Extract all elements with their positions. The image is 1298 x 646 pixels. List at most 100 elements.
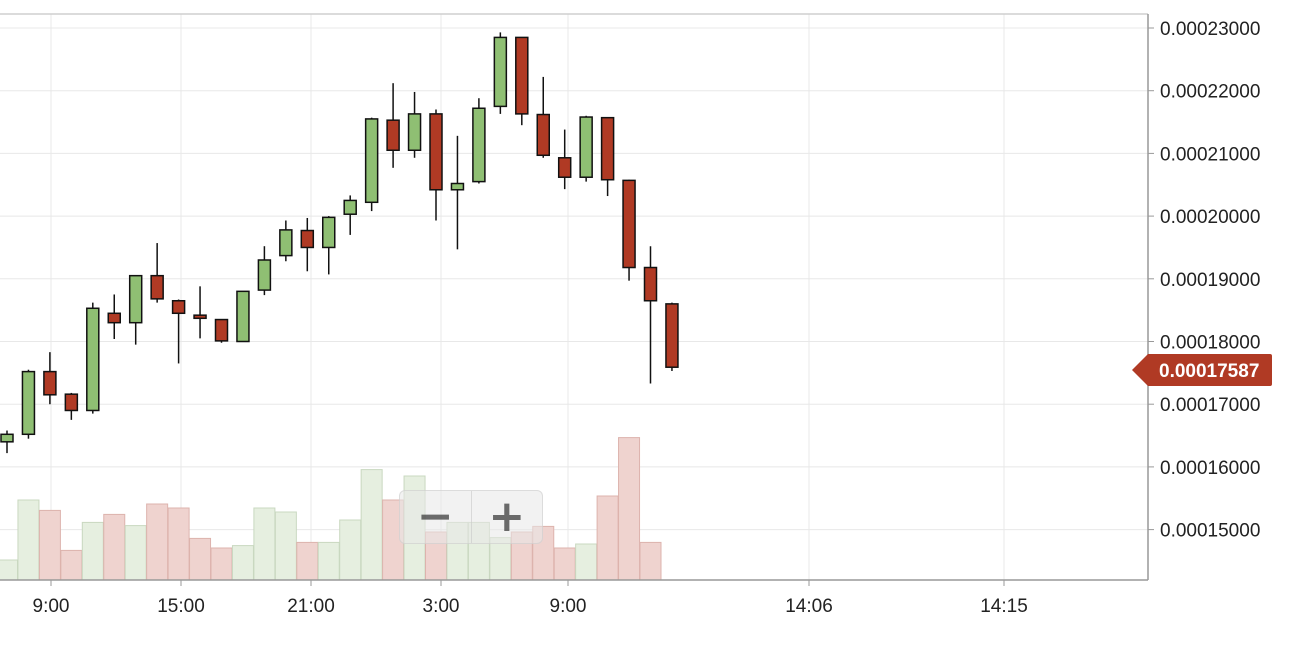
candle-body [150, 274, 164, 300]
candle-body [214, 318, 229, 342]
candle [279, 220, 293, 262]
candle-body [557, 157, 572, 178]
volume-bar [317, 541, 340, 581]
candle [86, 302, 100, 414]
volume-bar [596, 495, 619, 581]
candle-body [450, 182, 465, 191]
candle [343, 195, 357, 235]
y-tick-label: 0.00022000 [1160, 82, 1260, 103]
y-tick-label: 0.00023000 [1160, 19, 1260, 40]
candle-body [128, 274, 143, 324]
zoom-controls: − + [399, 490, 543, 544]
x-tick-label: 9:00 [550, 596, 587, 617]
volume-bar [274, 511, 297, 581]
candle [193, 286, 207, 339]
candle-body [171, 299, 186, 315]
candle-body [472, 107, 486, 183]
candle-body [515, 36, 529, 115]
candle-body [257, 259, 272, 291]
x-tick-label: 14:06 [785, 596, 833, 617]
volume-bars [0, 437, 662, 581]
candle-body [107, 312, 121, 324]
volume-bar [575, 543, 598, 581]
last-price-label: 0.00017587 [1159, 361, 1259, 382]
candle [21, 369, 36, 439]
volume-bar [17, 499, 40, 581]
candle [0, 430, 14, 454]
x-tick-label: 21:00 [287, 596, 335, 617]
candle [171, 299, 186, 364]
candle-body [364, 118, 379, 204]
last-price-tag: 0.00017587 [1132, 354, 1272, 386]
candle [64, 392, 79, 420]
candle-body [279, 229, 293, 257]
candle [150, 243, 164, 303]
volume-bar [189, 537, 212, 581]
x-tick-label: 9:00 [33, 596, 70, 617]
candle-body [193, 314, 207, 320]
y-tick-label: 0.00018000 [1160, 333, 1260, 354]
candle [386, 83, 400, 168]
candle [665, 302, 679, 371]
candle [214, 318, 229, 343]
candle [429, 109, 443, 221]
price-tag-shape [1132, 354, 1272, 386]
volume-bar [253, 507, 276, 581]
volume-bar [231, 545, 254, 581]
y-tick-label: 0.00017000 [1160, 395, 1260, 416]
volume-bar [639, 541, 662, 581]
volume-bar [103, 513, 126, 581]
candle [107, 294, 121, 339]
candle-body [0, 433, 14, 443]
volume-bar [296, 541, 319, 581]
candle-body [343, 199, 357, 215]
candle-body [429, 113, 443, 191]
y-tick-label: 0.00020000 [1160, 207, 1260, 228]
candle-body [43, 370, 57, 396]
candle [536, 76, 550, 158]
y-tick-label: 0.00019000 [1160, 270, 1260, 291]
candle [600, 116, 615, 197]
volume-bar [553, 547, 576, 581]
candle-body [493, 36, 508, 108]
candle-body [300, 229, 315, 249]
candle [450, 135, 465, 250]
candle-body [64, 393, 79, 412]
volume-bar [167, 507, 190, 581]
candle-body [236, 290, 250, 343]
candle [557, 129, 572, 190]
volume-bar [339, 519, 362, 581]
zoom-out-button[interactable]: − [416, 491, 454, 542]
candle [43, 352, 57, 405]
y-tick-label: 0.00021000 [1160, 144, 1260, 165]
grid [0, 14, 1148, 580]
candle-body [600, 116, 615, 181]
volume-bar [38, 509, 61, 581]
volume-bar [618, 437, 641, 581]
candle [257, 246, 272, 296]
candle-body [536, 113, 550, 157]
volume-bar [124, 525, 147, 581]
candle [236, 290, 250, 343]
candle [622, 179, 636, 281]
volume-bar [146, 503, 169, 581]
y-tick-label: 0.00016000 [1160, 458, 1260, 479]
candle [643, 246, 658, 384]
volume-bar [81, 521, 104, 581]
candle-body [407, 113, 422, 152]
candle-body [86, 307, 100, 412]
zoom-in-button[interactable]: + [470, 491, 543, 543]
candle [300, 217, 315, 272]
x-tick-label: 14:15 [980, 596, 1028, 617]
x-axis-labels: 9:00 15:00 21:00 3:00 9:00 14:06 14:15 [33, 580, 1028, 617]
volume-bar [360, 469, 383, 581]
candle [515, 36, 529, 126]
candle-body [665, 303, 679, 368]
y-tick-label: 0.00015000 [1160, 521, 1260, 542]
candle-body [21, 370, 36, 436]
x-tick-label: 3:00 [423, 596, 460, 617]
candle [493, 32, 508, 114]
candle-body [643, 266, 658, 302]
candle-body [322, 216, 336, 249]
